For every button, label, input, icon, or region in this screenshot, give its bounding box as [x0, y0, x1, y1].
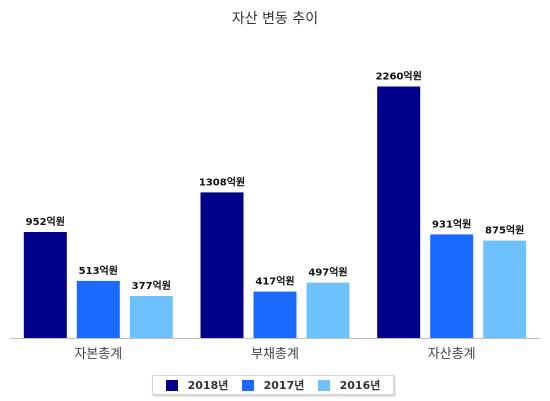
legend-label: 2016년 [339, 379, 381, 392]
bar [377, 86, 421, 338]
legend-label: 2018년 [187, 379, 229, 392]
data-label: 2260억원 [376, 70, 422, 83]
x-tick-label: 부채총계 [251, 347, 299, 362]
legend-item: 2017년 [241, 377, 305, 393]
data-label: 497억원 [308, 266, 347, 279]
legend-item: 2016년 [317, 377, 381, 393]
bar [253, 291, 297, 338]
bar [76, 280, 120, 338]
legend-item: 2018년 [165, 377, 229, 393]
legend-label: 2017년 [263, 379, 305, 392]
bar [129, 296, 173, 338]
bar [483, 240, 527, 338]
legend-swatch [317, 379, 330, 391]
data-label: 952억원 [26, 215, 65, 228]
data-label: 377억원 [132, 279, 171, 292]
bar [23, 232, 67, 338]
data-label: 513억원 [79, 264, 118, 277]
data-label: 931억원 [432, 217, 471, 230]
bar [200, 192, 244, 338]
bar [306, 282, 350, 338]
x-tick-label: 자산총계 [428, 347, 476, 362]
data-label: 1308억원 [199, 175, 245, 188]
chart-title: 자산 변동 추이 [231, 11, 319, 27]
legend-swatch [241, 379, 254, 391]
data-label: 417억원 [255, 275, 294, 288]
legend: 2018년 2017년 2016년 [152, 375, 394, 395]
data-label: 875억원 [485, 224, 524, 237]
x-tick-label: 자본총계 [74, 347, 122, 362]
bar [430, 234, 474, 338]
legend-swatch [165, 379, 178, 391]
